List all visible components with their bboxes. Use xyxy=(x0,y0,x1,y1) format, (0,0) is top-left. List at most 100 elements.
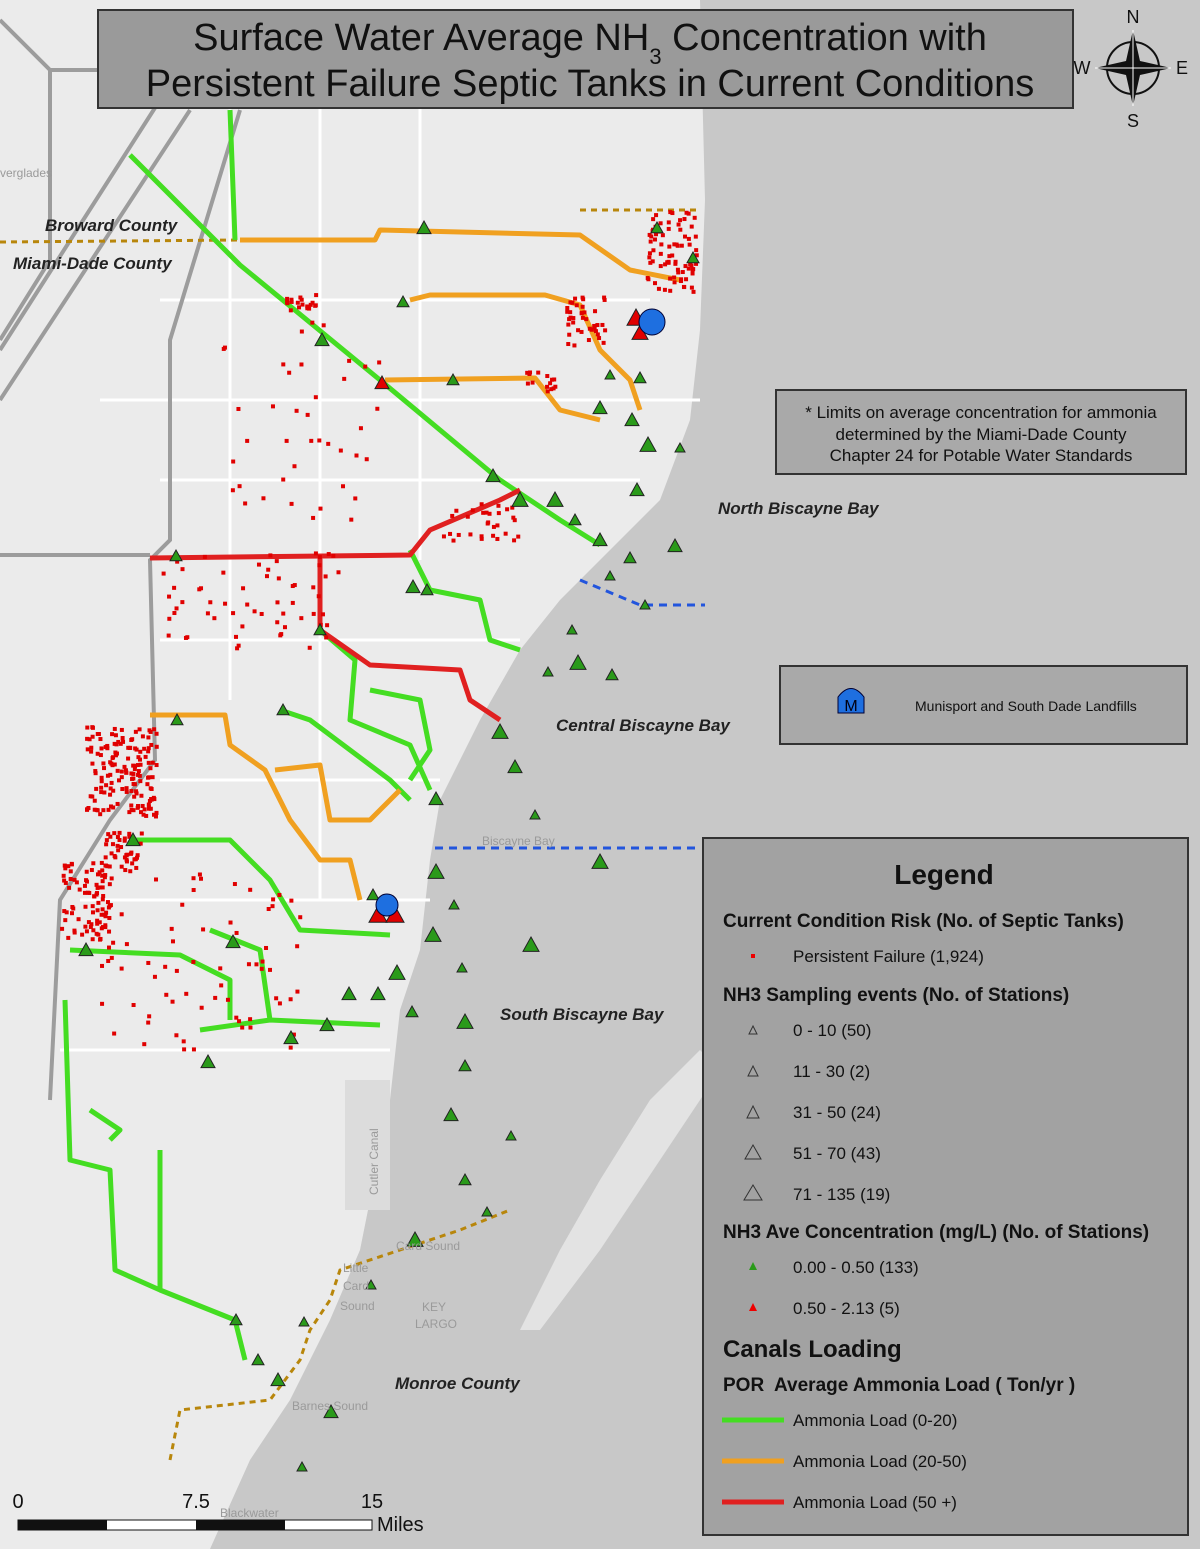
septic-tank xyxy=(277,892,282,897)
legend-item: Persistent Failure (1,924) xyxy=(793,947,984,966)
septic-tank xyxy=(276,576,281,581)
highways xyxy=(0,18,242,1101)
septic-tank xyxy=(90,794,95,799)
septic-tank xyxy=(185,635,190,640)
septic-tank xyxy=(146,960,151,965)
septic-tank xyxy=(450,513,455,518)
station xyxy=(365,1278,377,1290)
septic-tank xyxy=(129,807,134,812)
septic-tank xyxy=(505,507,510,512)
septic-tank xyxy=(100,879,105,884)
septic-tank xyxy=(112,726,117,731)
septic-tank xyxy=(154,731,159,736)
septic-tank xyxy=(84,879,89,884)
septic-tank xyxy=(648,239,653,244)
septic-tank xyxy=(85,890,90,895)
septic-tank xyxy=(199,1005,204,1010)
septic-tank xyxy=(212,616,217,621)
septic-tank xyxy=(288,997,293,1002)
station xyxy=(366,887,380,901)
station xyxy=(629,481,645,497)
station xyxy=(639,435,657,452)
septic-tank xyxy=(88,924,93,929)
septic-tank xyxy=(146,760,151,765)
septic-tank xyxy=(310,300,315,305)
septic-tank xyxy=(349,517,354,522)
septic-tank xyxy=(119,912,124,917)
septic-tank xyxy=(69,861,74,866)
station xyxy=(604,569,616,581)
septic-tank xyxy=(130,737,135,742)
septic-tank xyxy=(129,850,134,855)
septic-tank xyxy=(525,370,530,375)
septic-tank xyxy=(683,264,688,269)
septic-tank xyxy=(571,316,576,321)
place-label: KEY xyxy=(422,1300,446,1314)
septic-tank xyxy=(142,1042,147,1047)
septic-tank xyxy=(132,767,137,772)
station xyxy=(650,220,664,234)
septic-tank xyxy=(99,785,104,790)
place-label: North Biscayne Bay xyxy=(718,499,880,518)
septic-tank xyxy=(122,838,127,843)
septic-tank xyxy=(89,745,94,750)
septic-tank xyxy=(271,897,276,902)
septic-tank xyxy=(115,835,120,840)
septic-tank xyxy=(512,538,517,543)
septic-tank xyxy=(77,887,82,892)
legend-symbol xyxy=(743,1184,763,1201)
septic-tank xyxy=(83,924,88,929)
septic-tank xyxy=(145,782,150,787)
septic-tank xyxy=(672,280,677,285)
septic-tank xyxy=(119,727,124,732)
septic-tank xyxy=(694,248,699,253)
septic-tank xyxy=(99,746,104,751)
septic-tank xyxy=(268,553,273,558)
septic-tank xyxy=(692,215,697,220)
septic-tank xyxy=(133,729,138,734)
septic-tank xyxy=(593,309,598,314)
station xyxy=(283,1029,299,1045)
septic-tank xyxy=(140,803,145,808)
septic-tank xyxy=(676,270,681,275)
place-label: Biscayne Bay xyxy=(482,834,555,848)
septic-tank xyxy=(124,786,129,791)
septic-tank xyxy=(143,754,148,759)
septic-tank xyxy=(311,515,316,520)
septic-tank xyxy=(105,773,110,778)
station xyxy=(633,370,647,384)
septic-tank xyxy=(126,745,131,750)
septic-tank xyxy=(131,781,136,786)
septic-tank xyxy=(106,807,111,812)
septic-tank xyxy=(342,376,347,381)
septic-tank xyxy=(683,234,688,239)
legend-item: Ammonia Load (50 +) xyxy=(793,1493,957,1512)
septic-tank xyxy=(138,779,143,784)
legend-item: Ammonia Load (20-50) xyxy=(793,1452,967,1471)
station xyxy=(313,622,327,636)
septic-tank xyxy=(89,922,94,927)
septic-tank xyxy=(666,226,671,231)
septic-tank xyxy=(147,798,152,803)
septic-tank xyxy=(299,616,304,621)
septic-tank xyxy=(136,769,141,774)
septic-tank xyxy=(684,277,689,282)
station xyxy=(388,963,406,980)
septic-tank xyxy=(100,963,105,968)
septic-tank xyxy=(131,776,136,781)
septic-tank xyxy=(87,737,92,742)
septic-tank xyxy=(96,900,101,905)
septic-tank xyxy=(684,210,689,215)
septic-tank xyxy=(112,762,117,767)
septic-tank xyxy=(93,771,98,776)
septic-tank xyxy=(102,790,107,795)
title-text: Surface Water Average NH xyxy=(193,17,649,59)
septic-tank xyxy=(270,404,275,409)
landfill-marker xyxy=(638,308,666,336)
septic-tank xyxy=(208,600,213,605)
station xyxy=(566,623,578,635)
septic-tank xyxy=(119,845,124,850)
septic-tank xyxy=(124,789,129,794)
septic-tank xyxy=(353,496,358,501)
septic-tank xyxy=(198,876,203,881)
